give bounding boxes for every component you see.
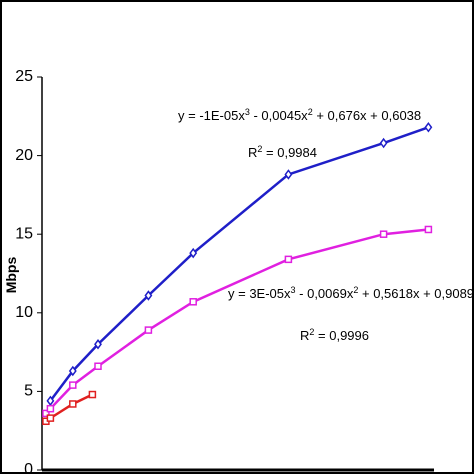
point [424, 122, 433, 133]
y-tick-label: 25 [15, 68, 33, 85]
annotation-text: + 0,5618x + 0,9089 [358, 286, 474, 301]
point [284, 169, 293, 180]
superscript: 3 [245, 107, 250, 117]
point [284, 255, 293, 264]
point [189, 298, 197, 306]
point [69, 400, 77, 408]
annotation: y = -1E-05x3 - 0,0045x2 + 0,676x + 0,603… [178, 107, 421, 123]
y-tick-label: 15 [15, 225, 33, 242]
superscript: 2 [257, 144, 262, 154]
annotation-text: y = -1E-05x [178, 108, 245, 123]
annotation-text: + 0,676x + 0,6038 [313, 108, 421, 123]
point [94, 362, 102, 370]
point [69, 381, 77, 389]
point [88, 390, 97, 399]
y-axis-label: Mbps [3, 257, 19, 294]
point [144, 290, 153, 301]
point [46, 414, 55, 422]
point [94, 338, 102, 350]
point [379, 137, 388, 149]
annotation-text: y = 3E-05x [228, 286, 291, 301]
series-line [49, 126, 429, 402]
point [144, 326, 153, 334]
point [46, 395, 55, 407]
series-line [45, 228, 429, 415]
point [189, 247, 198, 259]
y-tick-label: 5 [24, 383, 33, 400]
point [424, 225, 433, 234]
point [42, 409, 50, 418]
y-tick-label: 10 [15, 304, 33, 321]
annotation-text: - 0,0069x [296, 286, 354, 301]
superscript: 3 [291, 285, 296, 295]
annotation-text: R [248, 145, 257, 160]
superscript: 2 [353, 285, 358, 295]
annotation: R2 = 0,9996 [300, 327, 369, 343]
y-tick-label: 0 [24, 461, 33, 474]
annotation-text: = 0,9996 [314, 328, 369, 343]
annotation: y = 3E-05x3 - 0,0069x2 + 0,5618x + 0,908… [228, 285, 474, 301]
point [379, 230, 388, 238]
annotation-text: R [300, 328, 309, 343]
annotation-text: = 0,9984 [262, 145, 317, 160]
superscript: 2 [309, 327, 314, 337]
annotation-text: - 0,0045x [250, 108, 308, 123]
point [46, 404, 55, 413]
point [68, 365, 77, 377]
y-tick-label: 20 [15, 147, 33, 164]
superscript: 2 [308, 107, 313, 117]
annotation: R2 = 0,9984 [248, 144, 317, 160]
